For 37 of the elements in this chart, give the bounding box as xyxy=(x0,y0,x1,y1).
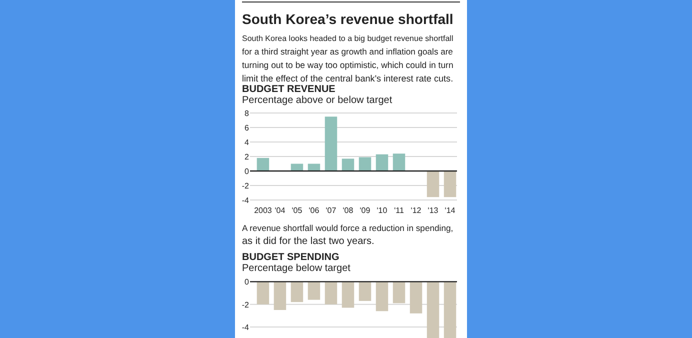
bar xyxy=(376,154,388,171)
bar xyxy=(256,158,270,171)
y-tick-label: -2 xyxy=(242,182,250,190)
x-tick-label: '04 xyxy=(274,206,286,215)
x-tick-label: '07 xyxy=(326,206,337,215)
x-tick-label: '12 xyxy=(410,206,422,215)
chart-title: BUDGET SPENDING xyxy=(242,252,340,263)
y-tick-label: 8 xyxy=(244,109,250,118)
bar xyxy=(444,171,456,198)
x-tick-label: '05 xyxy=(292,206,303,215)
y-tick-label: 4 xyxy=(244,138,250,147)
x-tick-label: '10 xyxy=(376,206,388,215)
y-tick-label: -4 xyxy=(242,322,250,332)
bar xyxy=(392,154,406,171)
bar xyxy=(426,171,440,198)
text: A revenue shortfall would force a reduction in spending, as it did for the last two years. xyxy=(242,223,454,247)
x-tick-label: '13 xyxy=(428,206,439,215)
y-axis-title: Percentage above or below target xyxy=(242,95,392,106)
y-tick-label: 2 xyxy=(244,152,250,162)
bar xyxy=(342,158,354,171)
x-tick-label: '11 xyxy=(394,206,404,215)
x-tick-label: '08 xyxy=(342,206,354,215)
x-tick-label: '09 xyxy=(360,206,371,215)
y-tick-label: -2 xyxy=(242,300,250,310)
chart-subtitle: South Korea looks headed to a big budget revenue shortfall for a third straight year as growth and inflation goals are turning out to be way too optimistic, which could in turn limit the effect of the central bank's interest rate cuts. xyxy=(242,34,454,84)
x-tick-label: '14 xyxy=(444,206,456,215)
y-tick-label: 0 xyxy=(244,167,250,176)
bar xyxy=(324,116,338,171)
x-tick-label: '06 xyxy=(308,206,320,215)
text: BUDGET REVENUE xyxy=(242,84,336,95)
chart-title: South Korea’s revenue shortfall xyxy=(242,11,454,27)
bar xyxy=(358,157,372,171)
y-tick-label: -4 xyxy=(242,196,250,205)
x-tick-label: 2003 xyxy=(254,206,272,215)
y-axis-title: Percentage below target xyxy=(242,263,351,274)
y-tick-label: 6 xyxy=(244,124,250,132)
y-tick-label: 0 xyxy=(244,278,250,287)
